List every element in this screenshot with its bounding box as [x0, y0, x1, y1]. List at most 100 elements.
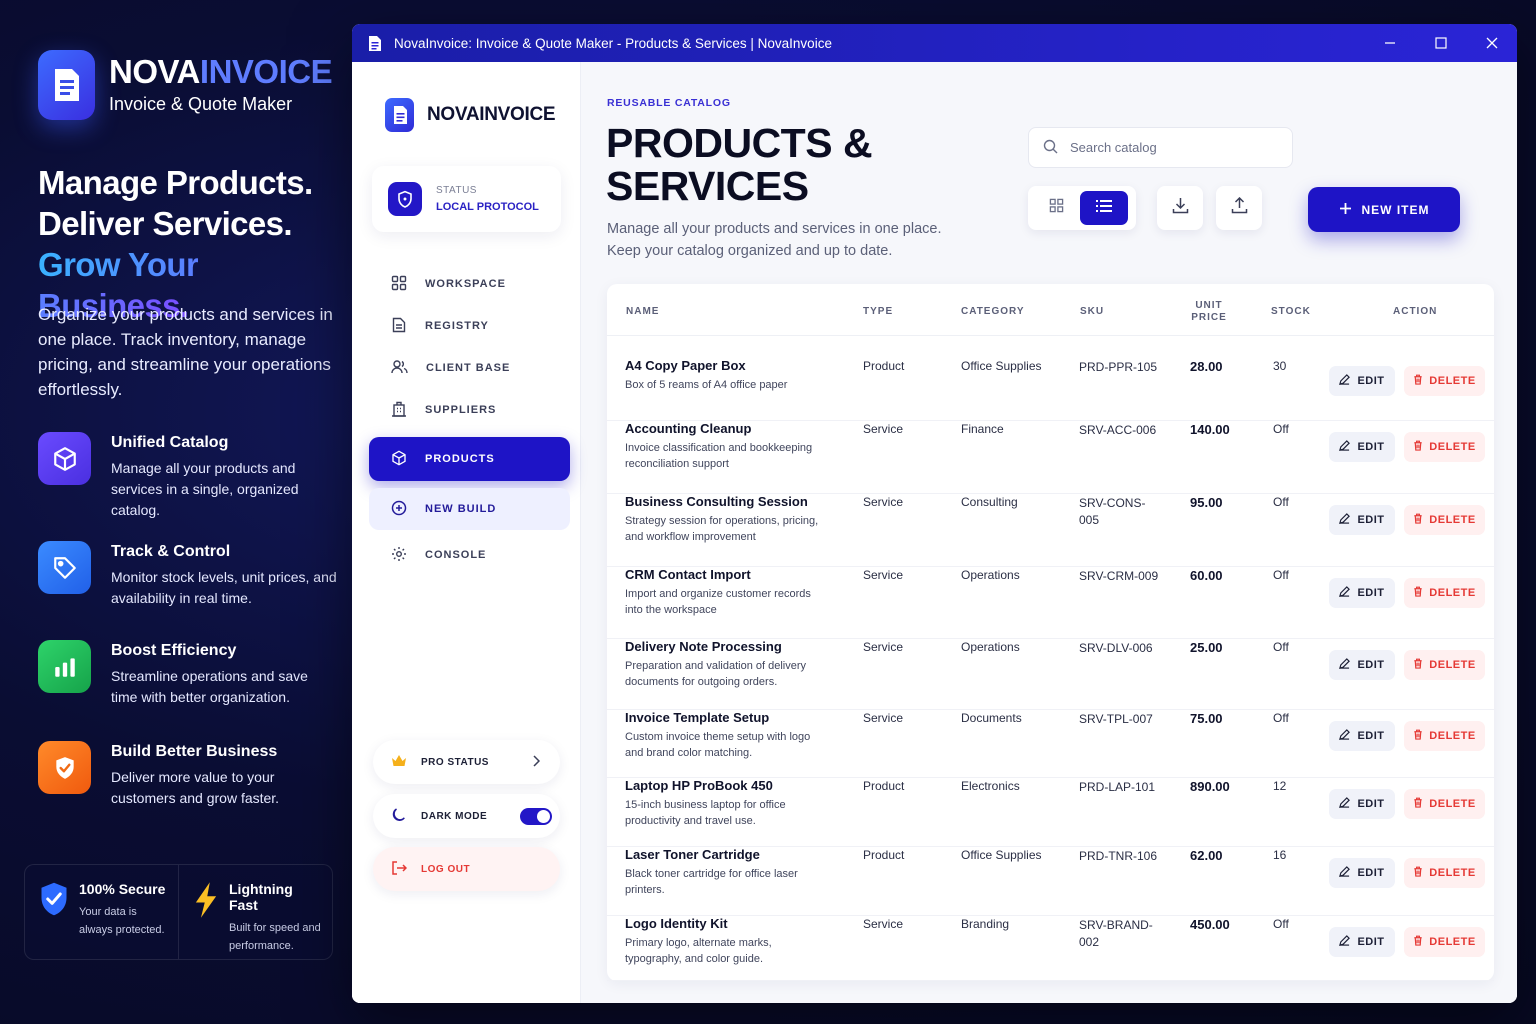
shield-icon: [39, 881, 69, 959]
table-header: NAME TYPE CATEGORY SKU UNIT PRICE STOCK A…: [607, 284, 1494, 336]
trash-icon: [1413, 586, 1423, 600]
page-description: Manage all your products and services in…: [607, 221, 942, 259]
trash-icon: [1413, 658, 1423, 672]
maximize-button[interactable]: [1415, 24, 1466, 62]
edit-label: EDIT: [1357, 730, 1385, 742]
edit-button[interactable]: EDIT: [1329, 721, 1395, 751]
delete-label: DELETE: [1429, 730, 1476, 742]
badge-fast: Lightning Fast Built for speed and perfor…: [178, 865, 332, 959]
column-name: NAME: [626, 306, 660, 317]
status-value: LOCAL PROTOCOL: [436, 201, 539, 213]
edit-button[interactable]: EDIT: [1329, 366, 1395, 396]
nav-label: NEW BUILD: [425, 503, 497, 515]
brand-part-1: NOVA: [109, 53, 200, 90]
view-toggle: [1028, 186, 1136, 230]
item-sku: PRD-PPR-105: [1079, 360, 1158, 374]
logout-button[interactable]: LOG OUT: [373, 847, 560, 891]
item-description: Primary logo, alternate marks, typograph…: [625, 937, 772, 965]
item-type: Service: [863, 495, 904, 509]
nav-registry[interactable]: REGISTRY: [369, 305, 570, 347]
headline-line-3: Grow Your Business.: [38, 246, 199, 324]
edit-label: EDIT: [1357, 587, 1385, 599]
item-sku: SRV-BRAND-002: [1079, 918, 1153, 949]
edit-label: EDIT: [1357, 441, 1385, 453]
table-row: CRM Contact Import Import and organize cu…: [607, 567, 1494, 639]
feature-text: Streamline operations and save time with…: [111, 668, 308, 705]
pro-status-button[interactable]: PRO STATUS: [373, 740, 560, 784]
delete-button[interactable]: DELETE: [1404, 858, 1485, 888]
close-button[interactable]: [1466, 24, 1517, 62]
nav-console[interactable]: CONSOLE: [369, 534, 570, 576]
edit-button[interactable]: EDIT: [1329, 858, 1395, 888]
edit-button[interactable]: EDIT: [1329, 789, 1395, 819]
delete-label: DELETE: [1429, 659, 1476, 671]
dark-mode-toggle[interactable]: [520, 807, 552, 825]
promo-badges: 100% Secure Your data is always protected…: [24, 864, 333, 960]
edit-button[interactable]: EDIT: [1329, 505, 1395, 535]
item-category: Office Supplies: [961, 848, 1042, 862]
item-category: Operations: [961, 640, 1020, 654]
upload-icon: [1231, 196, 1248, 219]
list-view-button[interactable]: [1080, 191, 1128, 225]
nav-suppliers[interactable]: SUPPLIERS: [369, 389, 570, 431]
badge-title: 100% Secure: [79, 881, 166, 897]
shield-icon: [388, 182, 422, 216]
nav-label: SUPPLIERS: [425, 404, 497, 416]
item-sku: SRV-DLV-006: [1079, 641, 1153, 655]
brand-part-2: INVOICE: [199, 53, 333, 90]
pencil-icon: [1339, 513, 1351, 527]
pencil-icon: [1339, 729, 1351, 743]
pro-status-label: PRO STATUS: [421, 756, 489, 768]
grid-icon: [1049, 198, 1064, 218]
item-unit-price: 450.00: [1190, 917, 1230, 932]
item-name: Laser Toner Cartridge: [625, 847, 760, 862]
delete-button[interactable]: DELETE: [1404, 789, 1485, 819]
nav-workspace[interactable]: WORKSPACE: [369, 263, 570, 305]
table-row: Logo Identity Kit Primary logo, alternate…: [607, 916, 1494, 981]
column-category: CATEGORY: [961, 306, 1025, 317]
delete-button[interactable]: DELETE: [1404, 366, 1485, 396]
edit-label: EDIT: [1357, 375, 1385, 387]
download-button[interactable]: [1157, 186, 1203, 230]
download-icon: [1172, 197, 1189, 219]
delete-label: DELETE: [1429, 798, 1476, 810]
nav-products[interactable]: PRODUCTS: [369, 437, 570, 481]
feature-text: Deliver more value to your customers and…: [111, 769, 280, 806]
upload-button[interactable]: [1216, 186, 1262, 230]
page-title: PRODUCTS & SERVICES: [606, 122, 873, 208]
feature-track-control: Track & Control Monitor stock levels, uni…: [38, 541, 338, 609]
item-description: Strategy session for operations, pricing…: [625, 515, 819, 543]
pencil-icon: [1339, 440, 1351, 454]
delete-button[interactable]: DELETE: [1404, 505, 1485, 535]
delete-label: DELETE: [1429, 867, 1476, 879]
page-eyebrow: REUSABLE CATALOG: [607, 97, 731, 109]
item-name: A4 Copy Paper Box: [625, 358, 746, 373]
nav-client-base[interactable]: CLIENT BASE: [369, 347, 570, 389]
edit-button[interactable]: EDIT: [1329, 432, 1395, 462]
edit-label: EDIT: [1357, 514, 1385, 526]
minimize-button[interactable]: [1364, 24, 1415, 62]
search-input[interactable]: Search catalog: [1028, 127, 1293, 168]
new-item-button[interactable]: NEW ITEM: [1308, 187, 1460, 232]
delete-button[interactable]: DELETE: [1404, 721, 1485, 751]
item-type: Product: [863, 848, 905, 862]
document-icon: [391, 317, 407, 336]
edit-button[interactable]: EDIT: [1329, 650, 1395, 680]
item-category: Electronics: [961, 779, 1020, 793]
delete-button[interactable]: DELETE: [1404, 650, 1485, 680]
edit-button[interactable]: EDIT: [1329, 927, 1395, 957]
column-action: ACTION: [1393, 306, 1438, 317]
new-item-label: NEW ITEM: [1361, 202, 1430, 217]
table-row: A4 Copy Paper Box Box of 5 reams of A4 of…: [607, 358, 1494, 421]
edit-button[interactable]: EDIT: [1329, 578, 1395, 608]
table-row: Laptop HP ProBook 450 15-inch business la…: [607, 778, 1494, 847]
nav-new-build[interactable]: NEW BUILD: [369, 488, 570, 530]
grid-view-button[interactable]: [1032, 191, 1080, 225]
item-stock: Off: [1273, 640, 1289, 654]
delete-button[interactable]: DELETE: [1404, 927, 1485, 957]
delete-button[interactable]: DELETE: [1404, 432, 1485, 462]
delete-button[interactable]: DELETE: [1404, 578, 1485, 608]
logout-icon: [391, 860, 408, 878]
edit-label: EDIT: [1357, 659, 1385, 671]
box-icon: [391, 450, 407, 469]
